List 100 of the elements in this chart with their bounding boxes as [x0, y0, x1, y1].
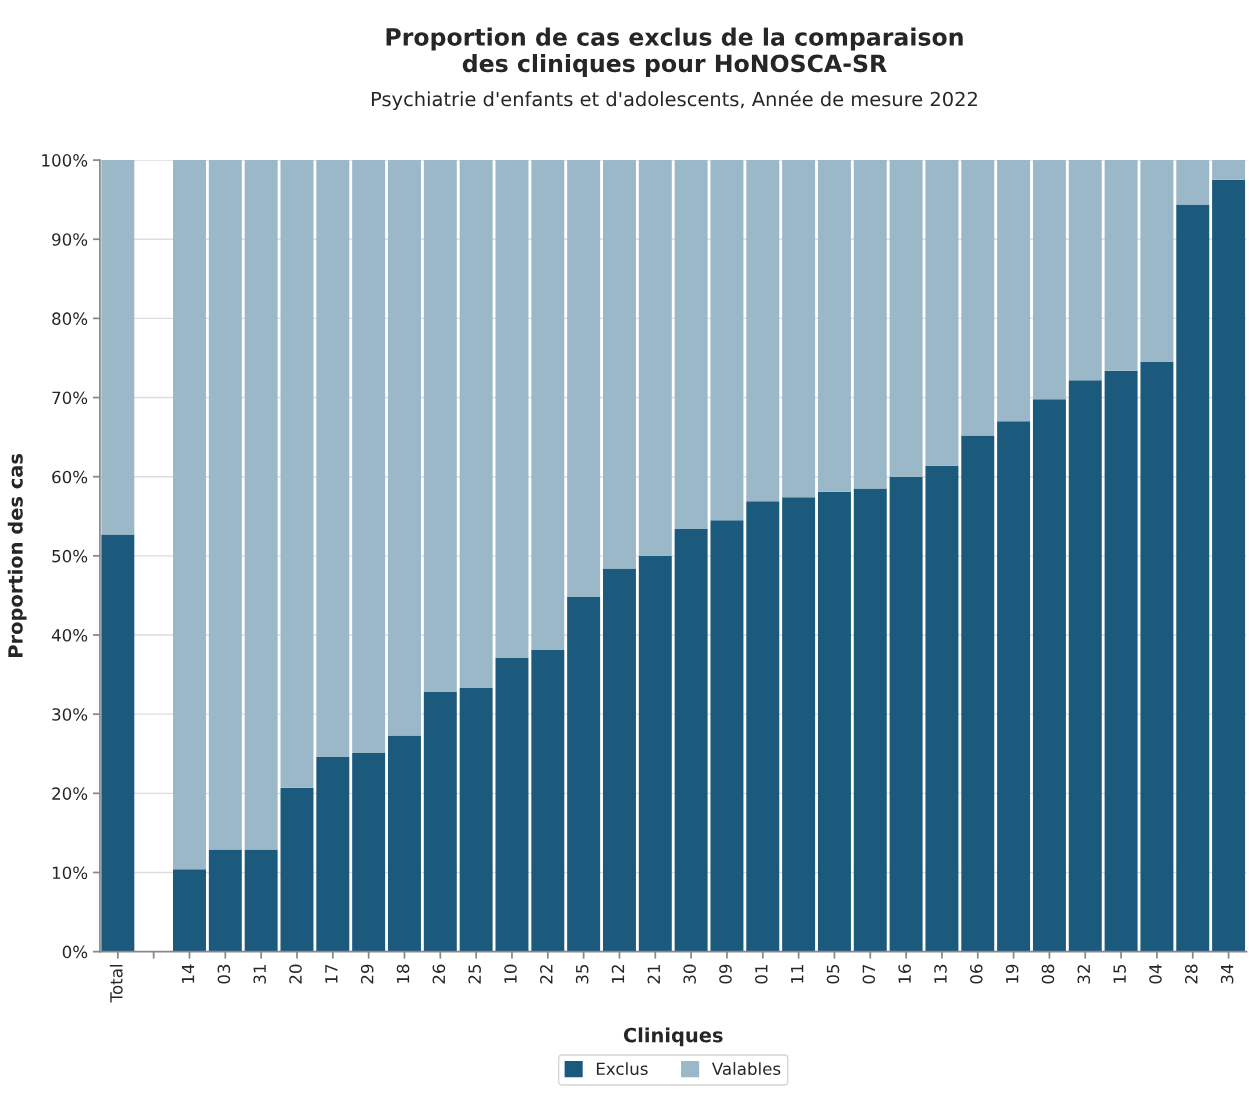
bar [531, 650, 565, 952]
x-tick-label: 31 [253, 964, 266, 984]
x-tick-label: Total [109, 965, 123, 1003]
y-tick-label: 80% [52, 312, 88, 325]
x-tick-label: 05 [826, 964, 840, 984]
legend-label: Exclus [596, 1062, 648, 1076]
x-tick-label: 26 [432, 964, 446, 984]
bar [208, 160, 242, 850]
y-tick-label: 50% [52, 549, 88, 563]
bar [173, 160, 206, 870]
x-tick-label: 10 [504, 964, 517, 983]
x-tick-label: 25 [468, 964, 481, 984]
bar [388, 160, 421, 736]
legend-label: Valables [711, 1062, 781, 1076]
x-tick-label: 19 [1005, 964, 1019, 983]
bar [101, 534, 135, 952]
y-tick-label: 40% [51, 628, 88, 642]
bar [997, 160, 1031, 422]
bar [1140, 361, 1174, 952]
x-tick-label: 07 [862, 964, 876, 984]
y-tick-label: 0% [62, 945, 88, 959]
y-tick-label: 20% [52, 787, 88, 800]
bar [388, 735, 421, 952]
bar [423, 692, 457, 952]
bar [853, 160, 887, 489]
bar [280, 787, 314, 952]
y-tick-label: 30% [52, 708, 88, 721]
bar [638, 160, 672, 556]
bar [710, 520, 744, 952]
bar [782, 160, 816, 498]
bar [853, 488, 887, 952]
bar [817, 491, 851, 952]
bar [244, 160, 278, 850]
bar [961, 160, 995, 436]
x-tick-label: 01 [755, 964, 768, 984]
y-tick-label: 60% [52, 470, 88, 484]
x-tick-label: 16 [898, 964, 911, 983]
bar [817, 160, 851, 492]
bar [316, 160, 350, 757]
x-tick-label: 14 [181, 964, 195, 983]
x-tick-label: 12 [611, 965, 625, 983]
bar [997, 421, 1031, 952]
bar [423, 160, 457, 693]
x-tick-label: 18 [396, 964, 410, 983]
bar [1104, 370, 1138, 952]
y-axis-title: Proportion des cas [7, 453, 27, 657]
bar [567, 160, 601, 598]
x-tick-label: 20 [289, 964, 302, 984]
x-tick-label: 21 [647, 964, 660, 984]
x-tick-label: 35 [575, 964, 589, 984]
bar [674, 528, 708, 952]
bar [1104, 160, 1138, 371]
bar [101, 160, 135, 535]
bar [352, 752, 386, 952]
bar [602, 160, 636, 569]
bar [495, 160, 529, 658]
x-tick-label: 30 [683, 964, 696, 984]
bar [602, 568, 636, 952]
y-tick-label: 90% [52, 233, 88, 246]
chart-title: Proportion de cas exclus de la comparaison des cliniques pour HoNOSCA-SR [386, 27, 963, 77]
bar [961, 435, 995, 952]
x-tick-label: 08 [1041, 964, 1055, 984]
chart-subtitle: Psychiatrie d'enfants et d'adolescents, Année de mesure 2022 [371, 90, 977, 111]
bar [495, 657, 529, 952]
x-tick-label: 34 [1220, 964, 1234, 984]
x-tick-label: 13 [934, 964, 947, 983]
bar [1032, 160, 1066, 400]
bar [459, 688, 493, 952]
x-tick-label: 03 [217, 964, 231, 984]
bar [925, 465, 959, 952]
bar [889, 160, 923, 477]
bar [925, 160, 959, 466]
x-tick-label: 04 [1149, 964, 1162, 984]
x-axis-title: Cliniques [623, 1027, 723, 1047]
bar [1032, 399, 1066, 952]
bar [1212, 179, 1246, 952]
bar [746, 501, 780, 952]
bar [674, 160, 708, 529]
x-tick-label: 15 [1113, 964, 1126, 983]
y-tick-label: 10% [52, 866, 88, 880]
bar [280, 160, 314, 788]
bar [352, 160, 386, 753]
x-tick-label: 11 [791, 964, 804, 983]
bar [316, 756, 350, 952]
x-tick-label: 32 [1077, 965, 1091, 984]
bar [710, 160, 744, 521]
bar [1176, 204, 1210, 952]
y-tick-label: 70% [52, 391, 88, 405]
bar [889, 476, 923, 952]
bar [1212, 160, 1246, 180]
bar [1176, 160, 1210, 205]
bar [782, 497, 816, 952]
bar [459, 160, 493, 689]
x-tick-label: 17 [325, 964, 338, 983]
bar [638, 555, 672, 952]
bar [567, 597, 601, 952]
x-tick-label: 22 [540, 965, 553, 984]
bar [746, 160, 780, 502]
bar [1068, 380, 1102, 952]
bar [1068, 160, 1102, 381]
